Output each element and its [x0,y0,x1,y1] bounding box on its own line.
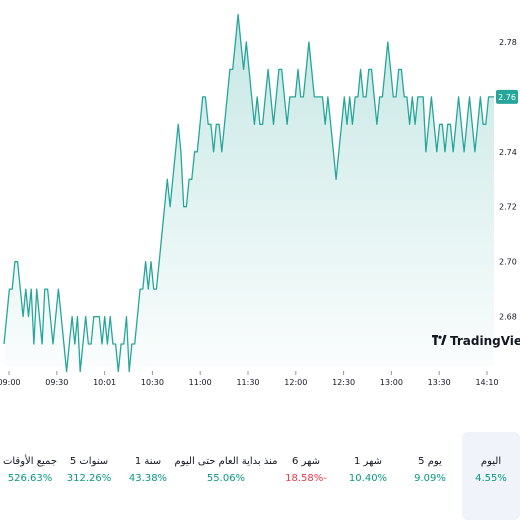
period-label: 5 يوم [418,456,442,467]
x-tick-label: 13:30 [428,378,451,387]
period-label: 1 سنة [134,456,162,467]
period-label: 5 سنوات [69,456,109,467]
price-area-fill [4,14,494,372]
period-label: اليوم [480,456,502,467]
y-tick-label: 2.72 [499,203,517,212]
x-tick-label: 13:00 [380,378,403,387]
period-tab[interactable]: 5 سنوات 312.26% [60,432,118,520]
price-line [3,13,494,373]
period-change-value: 526.63% [7,473,53,484]
period-tab[interactable]: منذ بداية العام حتى اليوم 55.06% [175,432,278,520]
period-change-value: 10.40% [348,473,388,484]
y-tick-label: 2.68 [499,313,517,322]
x-tick-label: 09:30 [45,378,68,387]
period-change-value: 18.58%- [285,473,327,484]
period-tab[interactable]: جميع الأوقات 526.63% [0,432,60,520]
last-price-label: 2.76 [498,93,516,102]
period-tab[interactable]: 1 سنة 43.38% [118,432,178,520]
y-tick-label: 2.78 [499,38,517,47]
x-tick-label: 12:30 [332,378,355,387]
period-change-value: 4.55% [475,473,507,484]
x-tick-label: 12:00 [284,378,307,387]
x-tick-label: 09:00 [0,378,21,387]
x-tick-label: 11:00 [189,378,212,387]
period-tab[interactable]: 6 شهر 18.58%- [274,432,338,520]
tradingview-logo[interactable]: TradingView [432,334,520,348]
period-label: 6 شهر [291,456,321,467]
period-tab[interactable]: اليوم 4.55% [462,432,520,520]
period-label: منذ بداية العام حتى اليوم [174,456,278,467]
price-chart: 2.78 2.76 2.74 2.72 2.70 2.68 09:00 09:30 10:01… [0,13,520,387]
tradingview-icon [432,335,447,345]
period-tab[interactable]: 1 شهر 10.40% [338,432,398,520]
x-axis: 09:00 09:30 10:01 10:30 11:00 11:30 12:00 12:30… [0,371,499,387]
last-price-badge-bg [496,89,518,104]
last-price-badge: 2.76 [496,89,518,104]
period-tab[interactable]: 5 يوم 9.09% [398,432,462,520]
y-tick-label: 2.74 [499,148,517,157]
period-change-value: 9.09% [414,473,446,484]
x-tick-label: 10:30 [141,378,164,387]
period-label: جميع الأوقات [2,456,58,467]
tradingview-wordmark: TradingView [450,334,520,348]
period-change-value: 43.38% [128,473,168,484]
x-tick-label: 14:10 [475,378,498,387]
x-tick-label: 10:01 [93,378,116,387]
period-change-value: 55.06% [206,473,246,484]
y-axis: 2.78 2.76 2.74 2.72 2.70 2.68 [499,38,517,322]
x-tick-label: 11:30 [236,378,259,387]
period-change-value: 312.26% [66,473,112,484]
period-label: 1 شهر [353,456,383,467]
performance-periods: اليوم 4.55% 5 يوم 9.09% 1 شهر 10.40% 6 شهر 18.5… [0,432,520,520]
y-tick-label: 2.70 [499,258,517,267]
